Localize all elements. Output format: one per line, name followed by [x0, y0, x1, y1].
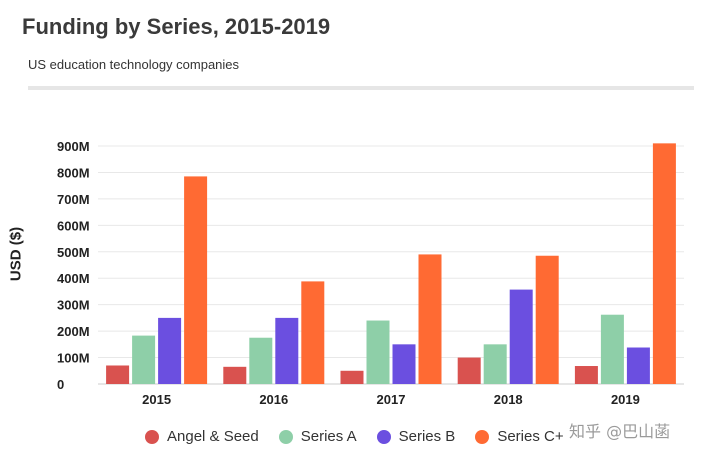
y-tick-label: 400M [57, 271, 90, 286]
chart-title: Funding by Series, 2015-2019 [22, 14, 331, 39]
bar-angel-seed-2016 [223, 366, 247, 384]
y-tick-label: 500M [57, 245, 90, 260]
legend-item: Series C+ [475, 428, 564, 445]
legend-swatch [145, 429, 159, 444]
bar-series-c-2019 [652, 143, 676, 384]
legend-label: Series C+ [497, 428, 564, 445]
bar-series-a-2017 [366, 320, 390, 384]
bar-series-c-2016 [301, 281, 325, 384]
legend-label: Series A [300, 428, 357, 445]
legend-item: Series A [278, 428, 357, 445]
bar-series-a-2015 [132, 335, 156, 384]
y-tick-label: 100M [57, 351, 90, 366]
legend-swatch [278, 429, 293, 444]
bar-angel-seed-2019 [574, 366, 598, 384]
x-tick-label: 2015 [142, 392, 171, 407]
header-divider [28, 86, 694, 90]
x-tick-label: 2017 [377, 392, 406, 407]
y-tick-label: 300M [57, 298, 90, 313]
watermark-text: 知乎 @巴山菡 [569, 422, 671, 441]
legend-item: Angel & Seed [145, 428, 259, 445]
y-tick-label: 900M [57, 139, 90, 154]
bar-series-c-2015 [184, 176, 208, 384]
bar-series-a-2016 [249, 337, 273, 384]
bar-angel-seed-2018 [457, 357, 481, 384]
chart-legend: Angel & Seed Series A Series B Series C+ [145, 428, 564, 445]
y-tick-label: 700M [57, 192, 90, 207]
y-tick-label: 200M [57, 324, 90, 339]
y-tick-label: 0 [57, 377, 64, 392]
bar-series-b-2016 [275, 317, 299, 384]
legend-item: Series B [376, 428, 456, 445]
x-tick-label: 2019 [611, 392, 640, 407]
bar-series-b-2019 [626, 347, 650, 384]
bar-series-b-2015 [158, 317, 182, 384]
legend-label: Series B [398, 428, 456, 445]
bar-series-a-2018 [483, 344, 507, 384]
bar-angel-seed-2015 [106, 365, 130, 384]
y-axis-label: USD ($) [7, 226, 25, 282]
bar-series-b-2017 [392, 344, 416, 384]
chart-subtitle: US education technology companies [28, 57, 240, 72]
bar-series-a-2019 [600, 314, 624, 384]
y-tick-label: 800M [57, 165, 90, 180]
legend-swatch [376, 429, 391, 444]
bar-series-c-2018 [535, 255, 559, 384]
x-tick-label: 2018 [494, 392, 523, 407]
bar-angel-seed-2017 [340, 370, 364, 384]
bar-series-c-2017 [418, 254, 442, 384]
legend-label: Angel & Seed [167, 428, 259, 445]
x-tick-label: 2016 [259, 392, 288, 407]
legend-swatch [475, 429, 490, 444]
y-tick-label: 600M [57, 218, 90, 233]
bar-series-b-2018 [509, 289, 533, 384]
